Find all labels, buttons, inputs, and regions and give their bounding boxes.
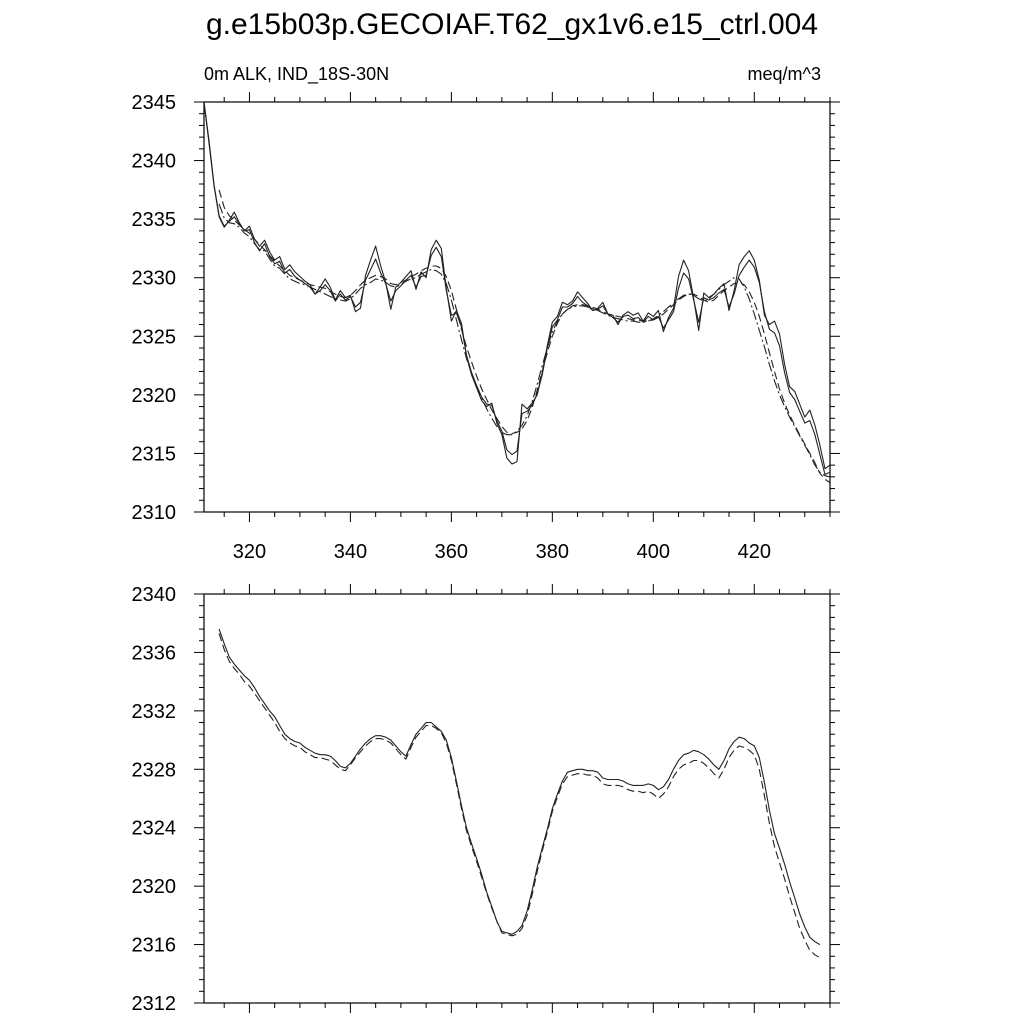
top-ytick-label: 2310 <box>132 502 177 524</box>
top-xtick-label: 360 <box>435 541 468 563</box>
bottom-ytick-label: 2328 <box>132 759 177 781</box>
bottom-ytick-label: 2316 <box>132 935 177 957</box>
bottom-ytick-label: 2340 <box>132 584 177 606</box>
top-xtick-label: 400 <box>637 541 670 563</box>
bottom-ytick-label: 2312 <box>132 993 177 1015</box>
top-xtick-label: 380 <box>536 541 569 563</box>
bottom-ytick-label: 2320 <box>132 876 177 898</box>
top-ytick-label: 2340 <box>132 151 177 173</box>
figure-title: g.e15b03p.GECOIAF.T62_gx1v6.e15_ctrl.004 <box>205 8 819 41</box>
bottom-ytick-label: 2336 <box>132 642 177 664</box>
bottom-series-line-dashed <box>218 633 821 959</box>
top-xtick-label: 420 <box>738 541 771 563</box>
top-ytick-label: 2345 <box>132 92 177 114</box>
bottom-panel: 2312 2316 2320 2324 2328 2332 2336 2340 <box>132 584 840 1015</box>
top-ytick-label: 2335 <box>132 209 177 231</box>
top-ytick-label: 2325 <box>132 326 177 348</box>
top-series-line-dashed <box>218 189 830 484</box>
bottom-ytick-label: 2324 <box>132 818 177 840</box>
bottom-ytick-label: 2332 <box>132 701 177 723</box>
top-ytick-label: 2330 <box>132 268 177 290</box>
panel-variable-label: 0m ALK, IND_18S-30N <box>204 64 390 84</box>
bottom-series-line-solid <box>218 628 821 946</box>
top-xtick-label: 340 <box>334 541 367 563</box>
top-ytick-label: 2320 <box>132 385 177 407</box>
top-ytick-label: 2315 <box>132 443 177 465</box>
top-series-line-dashdot <box>218 203 830 478</box>
panel-units-label: meq/m^3 <box>747 64 821 84</box>
top-series-line-solid <box>204 102 830 476</box>
top-plot-frame <box>203 101 831 513</box>
top-xtick-label: 320 <box>233 541 266 563</box>
top-panel: 2310 2315 2320 2325 2330 2335 2340 2345 320 340 36… <box>132 92 840 563</box>
bottom-plot-frame <box>203 593 831 1004</box>
